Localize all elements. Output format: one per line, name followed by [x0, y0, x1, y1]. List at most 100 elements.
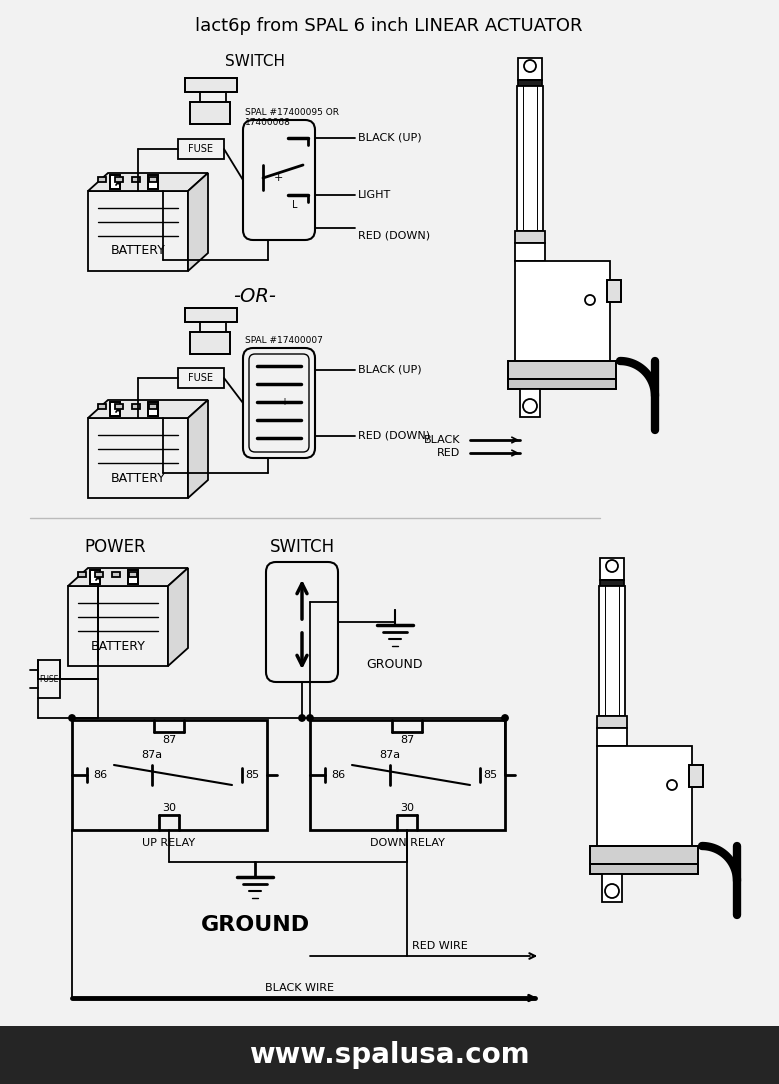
Bar [508, 361, 616, 379]
Text: BLACK (UP): BLACK (UP) [358, 133, 421, 143]
Polygon shape [88, 400, 208, 418]
Bar [110, 402, 120, 416]
Bar [597, 728, 627, 746]
Text: 87: 87 [400, 735, 414, 745]
Text: 86: 86 [331, 770, 345, 780]
Text: BATTERY: BATTERY [111, 472, 165, 485]
Bar [185, 308, 237, 322]
Bar [599, 586, 625, 717]
Bar [112, 572, 120, 577]
Bar [520, 389, 540, 417]
Circle shape [502, 715, 508, 721]
Text: BATTERY: BATTERY [90, 640, 146, 653]
Bar [148, 402, 158, 416]
Circle shape [524, 60, 536, 72]
Text: SPAL #17400095 OR
17400068: SPAL #17400095 OR 17400068 [245, 108, 339, 128]
Bar [148, 402, 158, 416]
Bar [597, 717, 627, 728]
Text: RED (DOWN): RED (DOWN) [358, 230, 430, 240]
Bar [148, 175, 158, 189]
Bar [607, 280, 621, 302]
Bar [149, 177, 157, 182]
Text: +: + [280, 397, 288, 406]
Circle shape [667, 780, 677, 790]
Bar [185, 308, 237, 322]
Bar [68, 586, 168, 666]
Text: FUSE: FUSE [189, 373, 213, 383]
Bar [185, 78, 237, 92]
Text: DOWN RELAY: DOWN RELAY [369, 838, 445, 848]
Text: 86: 86 [93, 770, 107, 780]
Circle shape [299, 715, 305, 721]
Bar [95, 572, 103, 577]
Text: 30: 30 [400, 803, 414, 813]
Bar [515, 243, 545, 261]
Bar [590, 846, 698, 864]
Bar [590, 864, 698, 874]
Circle shape [69, 715, 75, 721]
Text: GROUND: GROUND [367, 658, 423, 671]
Text: RED: RED [437, 448, 460, 459]
Bar [518, 59, 542, 80]
Text: UP RELAY: UP RELAY [143, 838, 196, 848]
Bar [88, 191, 188, 271]
Text: BLACK (UP): BLACK (UP) [358, 365, 421, 375]
Circle shape [585, 295, 595, 305]
Polygon shape [88, 173, 208, 191]
Bar [132, 177, 140, 182]
Text: RED WIRE: RED WIRE [412, 941, 467, 951]
Text: BLACK: BLACK [424, 435, 460, 446]
Bar [72, 720, 267, 830]
Bar [98, 177, 106, 182]
Circle shape [606, 560, 618, 572]
Bar [98, 404, 106, 409]
Text: 87a: 87a [379, 750, 400, 760]
Bar [115, 177, 123, 182]
Text: GROUND: GROUND [200, 915, 309, 935]
Bar [310, 720, 505, 830]
Text: SWITCH: SWITCH [270, 538, 334, 556]
Text: POWER: POWER [84, 538, 146, 556]
Bar [600, 558, 624, 580]
Circle shape [307, 715, 313, 721]
Bar [190, 102, 230, 124]
Text: 85: 85 [245, 770, 259, 780]
Bar [508, 379, 616, 389]
Circle shape [605, 883, 619, 898]
Bar [590, 846, 698, 864]
Text: SWITCH: SWITCH [225, 54, 285, 69]
Bar [185, 78, 237, 92]
Bar [518, 80, 542, 86]
Bar [78, 572, 86, 577]
Bar [607, 280, 621, 302]
Bar [110, 175, 120, 189]
Bar [517, 86, 543, 231]
Text: FUSE: FUSE [189, 144, 213, 154]
Text: L: L [292, 201, 298, 210]
Text: 87: 87 [162, 735, 176, 745]
Bar [178, 367, 224, 388]
Text: lact6p from SPAL 6 inch LINEAR ACTUATOR: lact6p from SPAL 6 inch LINEAR ACTUATOR [196, 17, 583, 35]
Bar [115, 404, 123, 409]
Text: BLACK WIRE: BLACK WIRE [266, 983, 334, 993]
Bar [149, 404, 157, 409]
Bar [597, 746, 692, 846]
Bar [148, 175, 158, 189]
Text: RED (DOWN): RED (DOWN) [358, 431, 430, 441]
Polygon shape [68, 568, 188, 586]
Bar [590, 864, 698, 874]
Text: FUSE: FUSE [39, 674, 58, 684]
Bar [90, 570, 100, 584]
Bar [600, 580, 624, 586]
Bar [508, 361, 616, 379]
Text: 87a: 87a [142, 750, 163, 760]
Bar [190, 102, 230, 124]
Bar [178, 139, 224, 159]
Text: SPAL #17400007: SPAL #17400007 [245, 336, 323, 345]
Bar [0, 1025, 779, 1084]
Bar [88, 418, 188, 498]
Text: www.spalusa.com: www.spalusa.com [249, 1041, 529, 1069]
Text: LIGHT: LIGHT [358, 190, 391, 201]
Bar [515, 231, 545, 243]
Bar [110, 402, 120, 416]
